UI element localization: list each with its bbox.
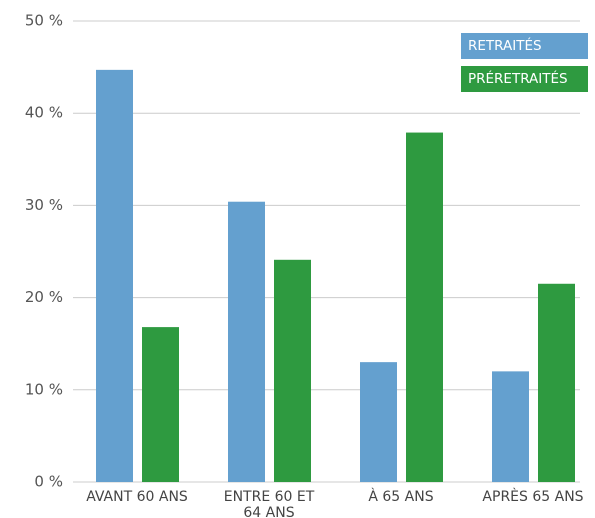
x-tick-label: ENTRE 60 ET 64 ANS (223, 489, 315, 518)
y-tick-label: 10 % (25, 380, 63, 398)
legend-item: RETRAITÉS (461, 33, 588, 59)
x-tick-label: APRÈS 65 ANS (482, 489, 584, 505)
y-tick-label: 20 % (25, 288, 63, 306)
bar (142, 327, 179, 482)
x-tick-label: AVANT 60 ANS (86, 489, 188, 505)
bar (406, 132, 443, 482)
y-tick-label: 50 % (25, 12, 63, 30)
bar (360, 362, 397, 482)
bar (274, 259, 311, 482)
bar (228, 201, 265, 482)
y-tick-label: 0 % (34, 473, 63, 491)
x-tick-label: À 65 ANS (368, 489, 434, 505)
bar (492, 371, 529, 482)
legend-item: PRÉRETRAITÉS (461, 66, 588, 92)
y-tick-label: 30 % (25, 196, 63, 214)
bar (538, 283, 575, 482)
y-tick-label: 40 % (25, 104, 63, 122)
bar (96, 69, 133, 482)
